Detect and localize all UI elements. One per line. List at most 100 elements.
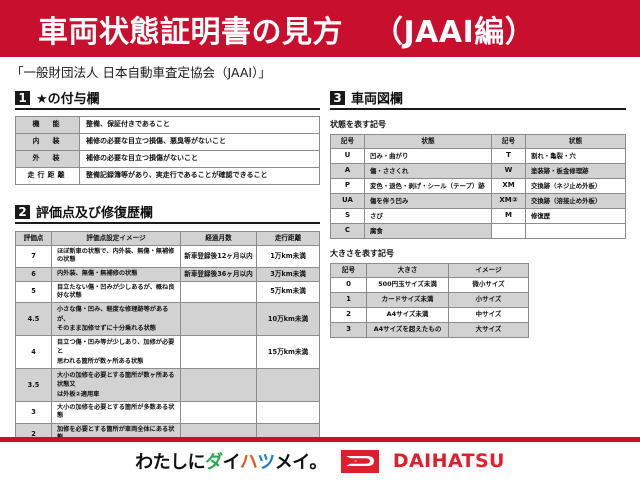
table-row: 2 A4サイズ未満 中サイズ <box>330 306 529 323</box>
tagline-part: イ <box>222 452 241 473</box>
star-row-value: 補修の必要な目立つ損傷、悪臭等がないこと <box>79 133 320 151</box>
score-value: 6 <box>15 266 52 282</box>
symbol-state: 修復歴 <box>525 207 626 224</box>
section-1-heading: 1 ★の付与欄 <box>15 88 320 110</box>
right-column: 3 車両図欄 状態を表す記号 記号 状態 記号 状態 U 凹み・曲がり T 割れ… <box>330 88 626 338</box>
table-row: 6 内外装、無傷・無補修の状態 新車登録後36ヶ月以内 3万km未満 <box>15 266 320 282</box>
score-distance <box>256 400 320 424</box>
symbol-state <box>525 222 626 239</box>
star-row-value: 補修の必要な目立つ損傷がないこと <box>79 150 320 168</box>
score-value: 4 <box>15 335 52 369</box>
size-code: 2 <box>330 306 367 323</box>
table-row: U 凹み・曲がり T 割れ・亀裂・穴 <box>330 147 626 164</box>
score-distance: 3万km未満 <box>256 266 320 282</box>
table-header-row: 記号 状態 記号 状態 <box>330 134 626 149</box>
star-row-value: 整備、保証付きであること <box>79 116 320 134</box>
table-row: 3 大小の加修を必要とする箇所が多数ある状態 <box>15 400 320 424</box>
section-1-number: 1 <box>15 90 30 105</box>
col-header-size-code: 記号 <box>330 262 367 278</box>
col-header-size-image: イメージ <box>448 262 529 278</box>
table-row: 4 目立つ傷・凹み等が少しあり、加修が必要と 思われる箇所が数ヶ所ある状態 15… <box>15 335 320 369</box>
score-months: 新車登録後36ヶ月以内 <box>180 266 257 282</box>
table-header-row: 評価点 評価点設定イメージ 経過月数 走行距離 <box>15 231 320 246</box>
score-distance: 10万km未満 <box>256 302 320 337</box>
score-distance: 5万km未満 <box>256 280 320 304</box>
score-value: 3 <box>15 400 52 424</box>
table-row: 3.5 大小の加修を必要とする箇所が数ヶ所ある状態又 は外板②適用車 <box>15 368 320 402</box>
sizes-label: 大きさを表す記号 <box>330 248 394 258</box>
brand-tagline: わたしにダイハツメイ。 <box>135 448 327 474</box>
col-header-state-left: 状態 <box>364 134 492 149</box>
score-months <box>180 368 257 402</box>
tagline-part: わたしに <box>135 452 206 473</box>
table-row: A 傷・ささくれ W 塗装跡・板金修理跡 <box>330 162 626 179</box>
score-value: 3.5 <box>15 368 52 402</box>
star-row-label: 走行距離 <box>15 167 80 185</box>
star-row-label: 内 装 <box>15 133 80 151</box>
symbol-state: 傷・ささくれ <box>364 162 492 179</box>
score-desc: 目立たない傷・凹みが少しあるが、概ね良好な状態 <box>51 280 181 304</box>
symbol-code <box>491 222 526 239</box>
col-header-size-name: 大きさ <box>366 262 449 278</box>
symbol-state: 塗装跡・板金修理跡 <box>525 162 626 179</box>
score-value: 7 <box>15 244 52 268</box>
col-header-desc: 評価点設定イメージ <box>51 231 181 246</box>
page-title: 車両状態証明書の見方 （JAAI編） <box>38 7 535 51</box>
symbol-code: S <box>330 207 365 224</box>
tagline-part: メイ <box>274 452 310 473</box>
score-distance: 15万km未満 <box>256 335 320 369</box>
brand-wordmark: DAIHATSU <box>392 450 505 472</box>
table-row: 3 A4サイズを超えたもの 大サイズ <box>330 321 529 338</box>
symbol-state: 傷を伴う凹み <box>364 192 492 209</box>
section-2-number: 2 <box>15 204 30 219</box>
table-row: 走行距離 整備記録簿等があり、実走行であることが確認できること <box>15 167 320 185</box>
score-value: 4.5 <box>15 302 52 337</box>
symbol-state: 交換跡（溶接止め外板） <box>525 192 626 209</box>
star-criteria-table: 機 能 整備、保証付きであること 内 装 補修の必要な目立つ損傷、悪臭等がないこ… <box>15 116 320 185</box>
symbol-state: 凹み・曲がり <box>364 147 492 164</box>
page-title-suffix: （JAAI編） <box>373 14 536 50</box>
section-1-title: ★の付与欄 <box>36 92 100 107</box>
table-header-row: 記号 大きさ イメージ <box>330 262 529 278</box>
page-title-main: 車両状態証明書の見方 <box>38 14 343 50</box>
table-row: 内 装 補修の必要な目立つ損傷、悪臭等がないこと <box>15 133 320 151</box>
table-row: UA 傷を伴う凹み XM② 交換跡（溶接止め外板） <box>330 192 626 209</box>
symbol-code: C <box>330 222 365 239</box>
score-months <box>180 302 257 337</box>
size-name: 500円玉サイズ未満 <box>366 276 449 293</box>
size-code: 3 <box>330 321 367 338</box>
size-image: 微小サイズ <box>448 276 529 293</box>
col-header-code-right: 記号 <box>491 134 526 149</box>
score-months: 新車登録後12ヶ月以内 <box>180 244 257 268</box>
score-desc: 小さな傷・凹み、軽度な修理跡等があるが、 そのまま加修せずに十分乗れる状態 <box>51 302 181 337</box>
size-name: A4サイズ未満 <box>366 306 449 323</box>
star-row-label: 外 装 <box>15 150 80 168</box>
size-code: 0 <box>330 276 367 293</box>
condition-symbols-table: 記号 状態 記号 状態 U 凹み・曲がり T 割れ・亀裂・穴 A 傷・ささくれ … <box>330 134 626 239</box>
table-row: P 変色・退色・剥げ・シール（テープ）跡 XM 交換跡（ネジ止め外板） <box>330 177 626 194</box>
footer-divider <box>0 437 640 442</box>
symbol-code: XM <box>491 177 526 194</box>
symbol-state: 交換跡（ネジ止め外板） <box>525 177 626 194</box>
score-months <box>180 400 257 424</box>
section-3-title: 車両図欄 <box>351 92 404 107</box>
star-row-value: 整備記録簿等があり、実走行であることが確認できること <box>79 167 320 185</box>
score-distance: 1万km未満 <box>256 244 320 268</box>
footer: わたしにダイハツメイ。 DAIHATSU <box>0 442 640 480</box>
symbol-code: XM② <box>491 192 526 209</box>
size-code: 1 <box>330 291 367 308</box>
col-header-score: 評価点 <box>15 231 52 246</box>
symbol-code: M <box>491 207 526 224</box>
symbol-state: 変色・退色・剥げ・シール（テープ）跡 <box>364 177 492 194</box>
col-header-code-left: 記号 <box>330 134 365 149</box>
score-desc: ほぼ新車の状態で、内外装、無傷・無補修の状態 <box>51 244 181 268</box>
section-2-heading: 2 評価点及び修復歴欄 <box>15 202 320 224</box>
size-image: 大サイズ <box>448 321 529 338</box>
table-row: 機 能 整備、保証付きであること <box>15 116 320 134</box>
left-column: 1 ★の付与欄 機 能 整備、保証付きであること 内 装 補修の必要な目立つ損傷… <box>15 88 320 480</box>
score-desc: 大小の加修を必要とする箇所が多数ある状態 <box>51 400 181 424</box>
header-band: 車両状態証明書の見方 （JAAI編） <box>0 0 640 57</box>
tagline-part: 。 <box>309 452 327 473</box>
section-2-title: 評価点及び修復歴欄 <box>36 206 154 221</box>
